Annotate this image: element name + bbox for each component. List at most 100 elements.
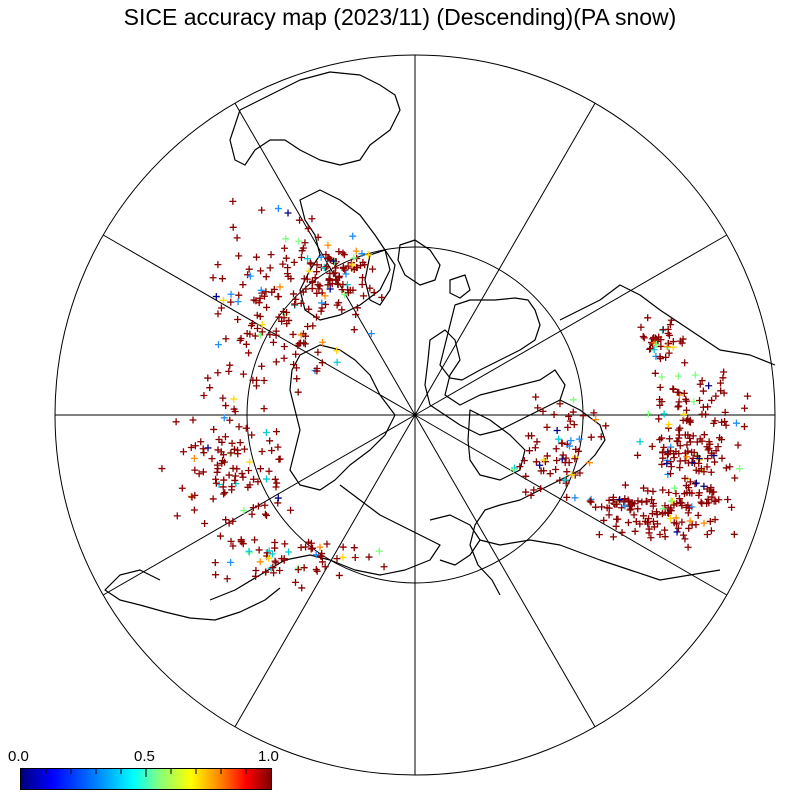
accuracy-marker <box>325 275 333 283</box>
accuracy-marker <box>266 264 274 272</box>
accuracy-marker <box>699 387 707 395</box>
accuracy-marker <box>658 510 666 518</box>
accuracy-marker <box>569 396 577 404</box>
coastline-europe-west <box>104 569 281 621</box>
accuracy-marker <box>276 566 284 574</box>
accuracy-marker <box>344 289 352 297</box>
accuracy-marker <box>269 338 277 346</box>
accuracy-marker <box>323 540 331 548</box>
accuracy-marker <box>324 254 332 262</box>
accuracy-marker <box>333 555 341 563</box>
accuracy-marker <box>274 293 282 301</box>
accuracy-marker <box>665 331 673 339</box>
coastline-greenland <box>439 297 541 381</box>
accuracy-marker <box>721 417 729 425</box>
accuracy-marker <box>685 459 693 467</box>
accuracy-marker <box>681 449 689 457</box>
accuracy-marker <box>664 504 672 512</box>
accuracy-marker <box>214 369 222 377</box>
accuracy-marker <box>659 486 667 494</box>
accuracy-marker <box>645 529 653 537</box>
accuracy-marker <box>234 298 242 306</box>
accuracy-marker <box>226 450 234 458</box>
accuracy-marker <box>566 417 574 425</box>
accuracy-marker <box>293 375 301 383</box>
accuracy-marker <box>524 432 532 440</box>
accuracy-marker <box>289 330 297 338</box>
accuracy-marker <box>670 454 678 462</box>
accuracy-marker <box>294 388 302 396</box>
accuracy-marker <box>660 410 668 418</box>
accuracy-marker <box>352 311 360 319</box>
accuracy-marker <box>650 334 658 342</box>
accuracy-marker <box>263 303 271 311</box>
accuracy-marker <box>368 265 376 273</box>
meridian-line <box>102 414 416 596</box>
accuracy-marker <box>621 481 629 489</box>
accuracy-marker <box>703 499 711 507</box>
accuracy-marker <box>301 332 309 340</box>
accuracy-marker <box>245 265 253 273</box>
accuracy-marker <box>648 442 656 450</box>
accuracy-marker <box>274 494 282 502</box>
accuracy-marker <box>686 434 694 442</box>
accuracy-marker <box>221 433 229 441</box>
accuracy-marker <box>655 415 663 423</box>
accuracy-marker <box>565 459 573 467</box>
accuracy-marker <box>705 444 713 452</box>
accuracy-marker <box>510 466 518 474</box>
accuracy-marker <box>272 483 280 491</box>
accuracy-marker <box>740 423 748 431</box>
accuracy-marker <box>235 252 243 260</box>
accuracy-marker <box>317 552 325 560</box>
accuracy-marker <box>550 411 558 419</box>
accuracy-marker <box>239 473 247 481</box>
accuracy-marker <box>552 466 560 474</box>
accuracy-marker <box>242 340 250 348</box>
accuracy-marker <box>686 478 694 486</box>
accuracy-marker <box>592 416 600 424</box>
accuracy-marker <box>200 449 208 457</box>
accuracy-marker <box>297 253 305 261</box>
accuracy-marker <box>256 465 264 473</box>
accuracy-marker <box>541 458 549 466</box>
accuracy-marker <box>292 350 300 358</box>
accuracy-marker <box>301 239 309 247</box>
accuracy-marker <box>695 489 703 497</box>
accuracy-marker <box>685 504 693 512</box>
accuracy-marker <box>649 517 657 525</box>
accuracy-marker <box>658 373 666 381</box>
accuracy-marker <box>666 447 674 455</box>
accuracy-marker <box>253 311 261 319</box>
accuracy-marker <box>620 498 628 506</box>
accuracy-marker <box>689 432 697 440</box>
accuracy-marker <box>315 285 323 293</box>
accuracy-marker <box>267 251 275 259</box>
accuracy-marker <box>314 348 322 356</box>
accuracy-marker <box>201 519 209 527</box>
accuracy-marker <box>305 305 313 313</box>
accuracy-marker <box>640 484 648 492</box>
accuracy-marker <box>266 437 274 445</box>
accuracy-marker <box>332 264 340 272</box>
accuracy-marker <box>590 409 598 417</box>
accuracy-marker <box>646 344 654 352</box>
accuracy-marker <box>214 446 222 454</box>
accuracy-marker <box>721 408 729 416</box>
accuracy-marker <box>351 554 359 562</box>
meridian-line <box>414 234 728 416</box>
accuracy-marker <box>227 537 235 545</box>
accuracy-marker <box>187 444 195 452</box>
accuracy-marker <box>353 304 361 312</box>
coastline-svalbard <box>449 274 471 299</box>
accuracy-marker <box>685 524 693 532</box>
accuracy-marker <box>272 358 280 366</box>
accuracy-marker <box>309 322 317 330</box>
accuracy-marker <box>359 274 367 282</box>
accuracy-marker <box>253 325 261 333</box>
accuracy-marker <box>316 543 324 551</box>
accuracy-marker <box>250 475 258 483</box>
accuracy-marker <box>651 369 659 377</box>
accuracy-marker <box>229 542 237 550</box>
accuracy-marker <box>661 526 669 534</box>
